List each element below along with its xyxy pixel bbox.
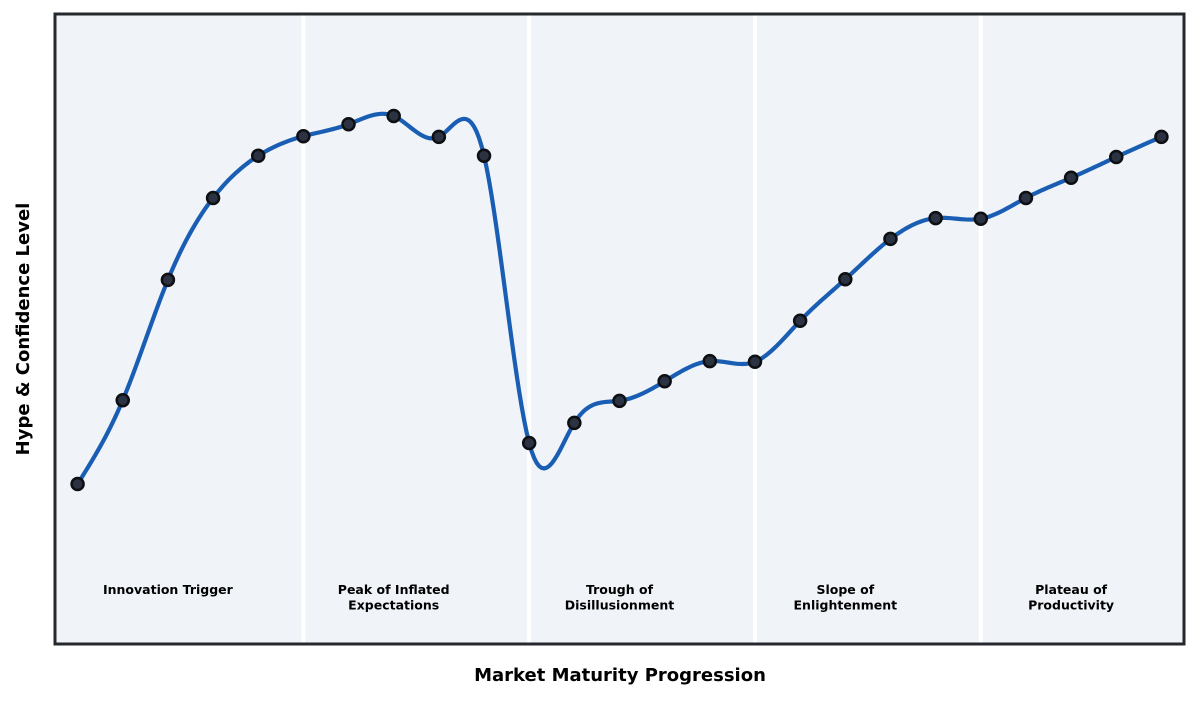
data-point-marker	[1109, 149, 1124, 165]
data-point-marker	[567, 415, 582, 431]
data-point-marker	[160, 272, 176, 288]
data-point-marker	[612, 393, 627, 409]
data-point-marker	[205, 190, 221, 206]
data-point-marker	[341, 117, 356, 132]
data-point-marker	[928, 210, 943, 226]
phase-label: Slope of Enlightenment	[794, 582, 898, 613]
data-point-marker	[296, 128, 311, 144]
y-axis-label: Hype & Confidence Level	[13, 203, 34, 456]
data-point-marker	[1154, 129, 1169, 145]
phase-labels-group: Innovation Trigger Peak of Inflated Expect…	[103, 582, 1114, 613]
data-point-marker	[747, 354, 763, 370]
x-axis-label: Market Maturity Progression	[474, 665, 766, 686]
plot-area-background	[55, 14, 1184, 644]
data-point-marker	[1063, 170, 1079, 186]
phase-label: Trough of Disillusionment	[565, 582, 674, 613]
plot-area-border	[53, 12, 1186, 646]
data-point-marker	[250, 148, 266, 163]
data-point-marker	[702, 353, 718, 369]
phase-divider-lines	[301, 15, 983, 643]
phase-label: Innovation Trigger	[103, 582, 234, 597]
data-point-marker	[883, 231, 898, 247]
data-point-marker	[386, 108, 401, 124]
data-point-marker	[792, 313, 808, 329]
data-point-markers	[70, 108, 1169, 492]
data-point-marker	[115, 392, 130, 408]
data-point-marker	[1018, 190, 1034, 206]
phase-label: Peak of Inflated Expectations	[338, 582, 450, 613]
data-point-marker	[973, 211, 989, 226]
data-point-marker	[521, 435, 537, 451]
data-point-marker	[838, 271, 853, 287]
data-point-marker	[431, 129, 447, 145]
data-point-marker	[476, 148, 492, 163]
data-point-marker	[657, 374, 672, 389]
data-point-marker	[70, 476, 85, 492]
phase-label: Plateau of Productivity	[1028, 582, 1114, 613]
